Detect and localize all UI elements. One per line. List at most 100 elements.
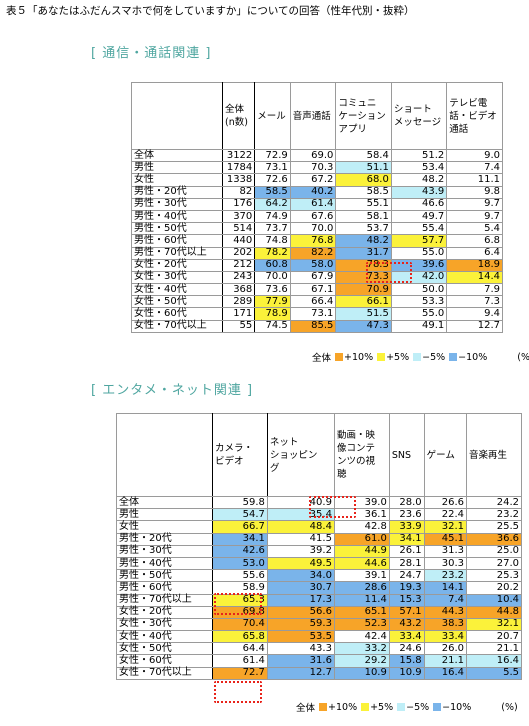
- value-cell: 370: [221, 209, 256, 224]
- header-row: カメラ・ ビデオ ネット ショッピン グ動画・映 像コンテ ンツの視 聴 SNS ゲー…: [116, 413, 522, 497]
- value-cell: 42.8: [333, 520, 390, 534]
- legend-item: +5%: [386, 351, 410, 363]
- value-cell: 70.9: [335, 283, 392, 297]
- legend-item: +10%: [344, 351, 374, 363]
- row-label: 女性・40代: [116, 630, 213, 644]
- table-row: 女性・60代 171 78.9 73.1 51.5 55.0 9.4: [131, 307, 503, 321]
- value-cell: 10.9: [388, 666, 425, 680]
- value-cell: 34.0: [266, 569, 335, 583]
- highlight-box: [214, 681, 262, 703]
- value-cell: 66.1: [335, 295, 392, 309]
- table-row: 男性 54.7 35.4 36.1 23.6 22.4 23.2: [116, 508, 522, 522]
- value-cell: 55.1: [335, 197, 392, 211]
- table-row: 男性・20代 34.1 41.5 61.0 34.1 45.1 36.6: [116, 532, 522, 546]
- legend-swatch: [335, 353, 344, 361]
- value-cell: 53.5: [266, 630, 335, 644]
- value-cell: 176: [221, 197, 256, 211]
- value-cell: 51.5: [335, 307, 392, 321]
- value-cell: 48.4: [266, 520, 335, 534]
- table-title: 表５「あなたはふだんスマホで何をしていますか」についての回答（性年代別・抜粋）: [6, 5, 415, 17]
- value-cell: 72.6: [254, 173, 291, 187]
- value-cell: 42.6: [212, 544, 268, 558]
- value-cell: 36.1: [333, 508, 390, 522]
- table-row: 男性・60代 440 74.8 76.8 48.2 57.7 6.8: [131, 234, 503, 248]
- value-cell: 7.4: [423, 593, 468, 607]
- table-row: 女性・70代以上 72.7 12.7 10.9 10.9 16.4 5.5: [116, 666, 522, 680]
- table-row: 男性・70代以上 65.3 17.3 11.4 15.3 7.4 10.4: [116, 593, 522, 607]
- column-header: ショート メッセージ: [390, 82, 448, 150]
- value-cell: 9.4: [446, 307, 503, 321]
- corner-cell: [131, 82, 223, 150]
- value-cell: 78.9: [254, 307, 291, 321]
- table-row: 女性・70代以上 55 74.5 85.5 47.3 49.1 12.7: [131, 319, 503, 333]
- value-cell: 51.1: [335, 161, 392, 175]
- value-cell: 55.0: [390, 307, 448, 321]
- column-header: 音声通話: [289, 82, 337, 150]
- value-cell: 44.8: [466, 605, 522, 619]
- value-cell: 1338: [221, 173, 256, 187]
- table-row: 女性 1338 72.6 67.2 68.0 48.2 11.1: [131, 173, 503, 187]
- value-cell: 53.4: [390, 161, 448, 175]
- value-cell: 61.4: [212, 654, 268, 668]
- value-cell: 30.7: [266, 581, 335, 595]
- value-cell: 69.0: [289, 148, 337, 163]
- communication-table: 全体 (n数) メール 音声通話 コミュニ ケーション アプリ ショート メッセージ テレ…: [131, 82, 503, 333]
- value-cell: 72.7: [212, 666, 268, 680]
- value-cell: 40.2: [289, 185, 337, 199]
- value-cell: 25.5: [466, 520, 522, 534]
- value-cell: 70.0: [254, 270, 291, 285]
- column-header: メール: [254, 82, 291, 150]
- row-label: 男性: [131, 161, 223, 175]
- column-header: SNS: [388, 413, 425, 497]
- legend: 全体 +10% +5% −5% −10% (%): [296, 700, 518, 715]
- value-cell: 73.7: [254, 222, 291, 236]
- value-cell: 70.0: [289, 222, 337, 236]
- value-cell: 30.3: [423, 556, 468, 571]
- value-cell: 70.4: [212, 617, 268, 632]
- value-cell: 23.2: [466, 508, 522, 522]
- value-cell: 55.0: [390, 246, 448, 260]
- value-cell: 212: [221, 258, 256, 272]
- legend-swatch: [397, 703, 406, 711]
- value-cell: 53.7: [335, 222, 392, 236]
- row-label: 全体: [116, 495, 213, 510]
- column-header: ゲーム: [423, 413, 468, 497]
- value-cell: 44.9: [333, 544, 390, 558]
- legend-swatch: [319, 703, 328, 711]
- value-cell: 32.1: [423, 520, 468, 534]
- value-cell: 12.7: [446, 319, 503, 333]
- legend-item: −5%: [422, 351, 446, 363]
- table-row: 男性・40代 370 74.9 67.6 58.1 49.7 9.7: [131, 209, 503, 224]
- table-row: 女性 66.7 48.4 42.8 33.9 32.1 25.5: [116, 520, 522, 534]
- value-cell: 55.6: [212, 569, 268, 583]
- value-cell: 48.2: [335, 234, 392, 248]
- legend-swatch: [449, 353, 458, 361]
- value-cell: 55: [221, 319, 256, 333]
- value-cell: 24.6: [388, 642, 425, 656]
- value-cell: 289: [221, 295, 256, 309]
- row-label: 女性: [131, 173, 223, 187]
- value-cell: 73.1: [289, 307, 337, 321]
- row-label: 全体: [131, 148, 223, 163]
- table-row: 男性・50代 514 73.7 70.0 53.7 55.4 5.4: [131, 222, 503, 236]
- row-label: 女性・30代: [131, 270, 223, 285]
- value-cell: 31.7: [335, 246, 392, 260]
- row-label: 女性・20代: [116, 605, 213, 619]
- value-cell: 65.1: [333, 605, 390, 619]
- value-cell: 73.3: [335, 270, 392, 285]
- value-cell: 20.2: [466, 581, 522, 595]
- row-label: 男性・70代以上: [116, 593, 213, 607]
- section-heading-entertainment: [ エンタメ・ネット関連 ]: [91, 383, 254, 398]
- value-cell: 26.0: [423, 642, 468, 656]
- row-label: 男性・30代: [131, 197, 223, 211]
- value-cell: 67.2: [289, 173, 337, 187]
- value-cell: 19.3: [388, 581, 425, 595]
- column-header: 全体 (n数): [221, 82, 256, 150]
- value-cell: 10.9: [333, 666, 390, 680]
- value-cell: 68.0: [335, 173, 392, 187]
- value-cell: 39.1: [333, 569, 390, 583]
- value-cell: 28.6: [333, 581, 390, 595]
- row-label: 男性・50代: [116, 569, 213, 583]
- legend-unit: (%): [501, 701, 518, 713]
- table-row: 男性・40代 53.0 49.5 44.6 28.1 30.3 27.0: [116, 556, 522, 571]
